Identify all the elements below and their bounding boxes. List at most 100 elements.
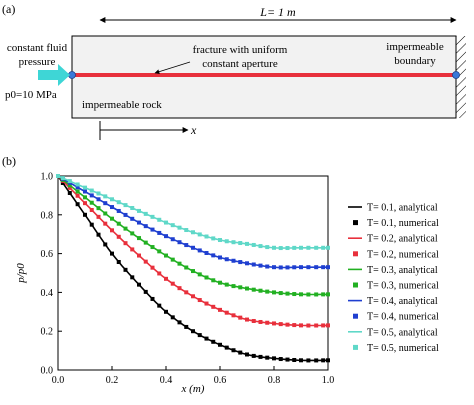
series-marker-3 xyxy=(150,265,155,270)
series-marker-5 xyxy=(278,291,283,296)
series-marker-9 xyxy=(211,236,216,241)
series-marker-7 xyxy=(164,234,168,239)
series-marker-5 xyxy=(251,287,256,292)
series-marker-5 xyxy=(110,216,114,221)
series-marker-5 xyxy=(143,240,148,245)
series-marker-5 xyxy=(238,285,243,290)
panel-a: (a) L= 1 m constant fluid pressure p0=10… xyxy=(2,2,466,140)
series-marker-7 xyxy=(191,245,195,250)
series-marker-5 xyxy=(326,292,330,297)
series-marker-3 xyxy=(211,304,216,309)
series-marker-7 xyxy=(251,262,256,267)
series-marker-7 xyxy=(321,265,326,270)
legend-entry: T= 0.3, analytical xyxy=(367,265,438,276)
series-marker-3 xyxy=(245,317,249,322)
series-marker-9 xyxy=(164,220,168,225)
series-marker-5 xyxy=(197,272,202,277)
series-marker-9 xyxy=(238,241,243,246)
series-marker-1 xyxy=(137,282,141,287)
series-marker-5 xyxy=(272,290,276,295)
series-marker-1 xyxy=(251,353,256,358)
legend-entry: T= 0.4, numerical xyxy=(367,312,439,323)
series-marker-1 xyxy=(89,222,94,227)
series-marker-3 xyxy=(143,259,148,264)
fracture-pointer-arrow xyxy=(154,61,191,74)
series-marker-3 xyxy=(177,286,182,291)
series-marker-9 xyxy=(326,245,330,250)
series-marker-5 xyxy=(321,292,326,297)
series-marker-7 xyxy=(103,201,108,206)
series-marker-9 xyxy=(299,245,303,250)
series-marker-1 xyxy=(75,202,80,207)
series-marker-1 xyxy=(170,315,175,320)
series-marker-1 xyxy=(110,251,114,256)
legend-marker-swatch xyxy=(353,313,358,319)
series-marker-1 xyxy=(143,289,148,294)
x-tick-label: 1.0 xyxy=(322,375,335,386)
series-marker-7 xyxy=(272,265,276,270)
series-marker-1 xyxy=(231,348,236,353)
series-marker-5 xyxy=(306,292,311,297)
series-marker-1 xyxy=(258,354,263,359)
series-marker-7 xyxy=(218,255,222,260)
series-marker-9 xyxy=(265,245,270,250)
series-marker-5 xyxy=(137,236,141,241)
series-marker-3 xyxy=(292,323,297,328)
series-line-8 xyxy=(57,175,328,249)
series-marker-1 xyxy=(245,352,249,357)
series-marker-7 xyxy=(211,253,216,258)
series-marker-1 xyxy=(299,358,303,363)
series-marker-9 xyxy=(103,194,108,199)
series-marker-7 xyxy=(137,220,141,225)
series-marker-3 xyxy=(204,301,209,306)
series-marker-5 xyxy=(265,289,270,294)
series-marker-5 xyxy=(177,261,182,266)
series-marker-5 xyxy=(157,249,162,254)
series-marker-1 xyxy=(314,358,319,363)
series-marker-9 xyxy=(197,232,202,237)
series-marker-1 xyxy=(150,296,155,301)
series-marker-9 xyxy=(170,223,175,228)
series-marker-3 xyxy=(238,315,243,320)
series-marker-3 xyxy=(157,271,162,276)
series-marker-9 xyxy=(67,179,72,184)
series-marker-1 xyxy=(197,333,202,338)
series-marker-9 xyxy=(157,217,162,222)
series-marker-3 xyxy=(321,323,326,328)
x-axis-title: x (m) xyxy=(181,383,205,395)
series-marker-7 xyxy=(278,265,283,270)
series-marker-1 xyxy=(278,357,283,362)
series-marker-1 xyxy=(164,309,168,314)
series-marker-9 xyxy=(204,234,209,239)
series-marker-7 xyxy=(110,205,114,210)
series-marker-7 xyxy=(130,216,135,221)
series-marker-3 xyxy=(137,253,141,258)
series-marker-3 xyxy=(326,323,330,328)
series-marker-1 xyxy=(211,339,216,344)
series-marker-3 xyxy=(285,322,290,327)
series-marker-3 xyxy=(306,323,311,328)
legend-marker-swatch xyxy=(353,220,358,226)
series-marker-3 xyxy=(251,318,256,323)
y-tick-label: 0.2 xyxy=(41,327,54,338)
series-marker-5 xyxy=(258,288,263,293)
series-marker-3 xyxy=(164,276,168,281)
series-marker-5 xyxy=(150,245,155,250)
inlet-label-line2: pressure xyxy=(19,56,56,68)
series-marker-7 xyxy=(157,230,162,235)
series-marker-7 xyxy=(285,265,290,270)
series-marker-1 xyxy=(204,336,209,341)
series-marker-7 xyxy=(224,257,229,262)
series-marker-1 xyxy=(191,329,195,334)
series-marker-7 xyxy=(143,224,148,229)
series-marker-3 xyxy=(231,313,236,318)
series-marker-7 xyxy=(231,258,236,263)
series-marker-1 xyxy=(96,232,101,237)
series-marker-9 xyxy=(177,225,182,230)
series-marker-3 xyxy=(224,310,229,315)
series-marker-9 xyxy=(56,174,60,178)
series-marker-7 xyxy=(326,265,330,270)
series-marker-5 xyxy=(164,253,168,258)
series-marker-3 xyxy=(67,185,72,190)
series-marker-5 xyxy=(314,292,319,297)
